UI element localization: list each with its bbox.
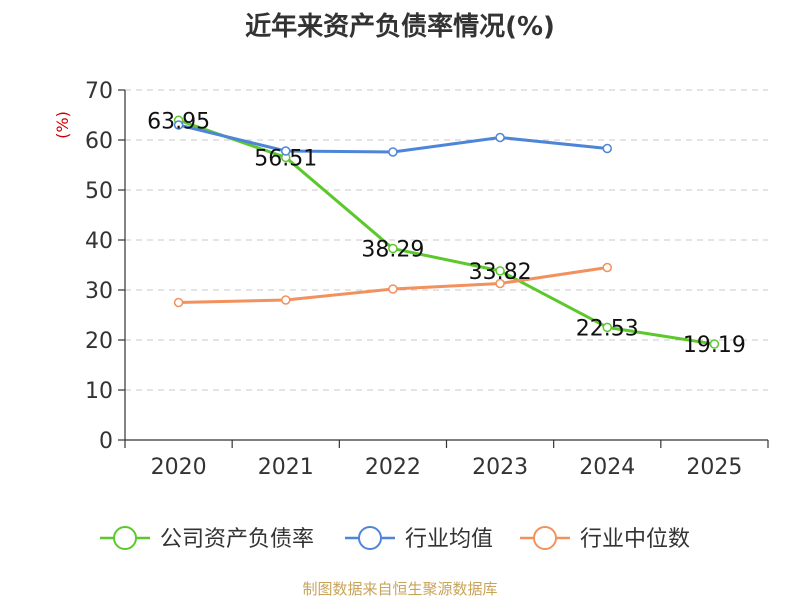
series-1-point-2022: [388, 147, 398, 157]
series-0-point-2025: [709, 339, 720, 349]
series-1-point-2023: [495, 132, 505, 143]
data-label-2023: 33.82: [469, 260, 532, 285]
series-2-point-2024: [602, 262, 612, 273]
x-tick-label-2021: 2021: [258, 455, 314, 480]
data-label-2020: 63.95: [147, 109, 210, 134]
y-tick-label-20: 20: [85, 329, 113, 354]
legend-label-0: 公司资产负债率: [160, 527, 314, 552]
x-tick-label-2023: 2023: [472, 455, 528, 480]
x-tick-label-2024: 2024: [579, 455, 635, 480]
data-label-2025: 19.19: [683, 333, 746, 358]
data-label-2024: 22.53: [576, 316, 639, 341]
x-tick-label-2022: 2022: [365, 455, 421, 480]
y-tick-label-30: 30: [85, 279, 113, 304]
series-2-point-2021: [281, 295, 291, 305]
data-label-2022: 38.29: [361, 238, 424, 263]
y-tick-label-70: 70: [85, 79, 113, 104]
series-0-point-2024: [602, 322, 612, 333]
series-2-point-2022: [388, 284, 398, 294]
series-2-point-2023: [495, 278, 505, 289]
legend-label-2: 行业中位数: [580, 527, 690, 552]
legend-marker-2: [533, 526, 557, 550]
y-tick-label-0: 0: [99, 429, 113, 454]
series-line-0: [178, 118, 715, 346]
legend-marker-1: [358, 526, 382, 550]
data-label-2021: 56.51: [254, 146, 317, 171]
x-tick-label-2020: 2020: [151, 455, 207, 480]
x-tick-label-2025: 2025: [686, 455, 742, 480]
y-tick-label-10: 10: [85, 379, 113, 404]
source-note: 制图数据来自恒生聚源数据库: [302, 580, 498, 598]
y-tick-label-40: 40: [85, 229, 113, 254]
legend-marker-0: [113, 526, 137, 550]
y-tick-label-60: 60: [85, 129, 113, 154]
series-2-point-2020: [173, 297, 184, 308]
chart-title: 近年来资产负债率情况(%): [245, 12, 555, 42]
legend-label-1: 行业均值: [405, 527, 493, 552]
series-0-point-2022: [388, 243, 398, 254]
y-axis-label: (%): [53, 111, 72, 139]
series-1-point-2024: [602, 143, 612, 154]
series-1-point-2021: [281, 146, 291, 156]
y-tick-label-50: 50: [85, 179, 113, 204]
series-0-point-2023: [495, 266, 505, 276]
series-1-point-2020: [173, 120, 184, 130]
